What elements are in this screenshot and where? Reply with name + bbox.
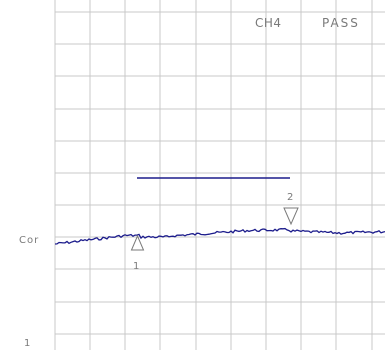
marker-2-number: 2 — [287, 192, 294, 203]
channel-label: CH4 — [255, 16, 282, 30]
marker-2-triangle-icon[interactable] — [283, 207, 299, 226]
format-axis-label: Cor — [19, 235, 40, 246]
graticule — [54, 0, 385, 350]
marker-1-number: 1 — [133, 261, 140, 272]
marker-1-triangle-icon[interactable] — [130, 234, 145, 251]
pass-status-label: PASS — [322, 16, 360, 30]
measurement-trace — [54, 227, 385, 245]
scale-value-label: 1 — [24, 338, 31, 349]
